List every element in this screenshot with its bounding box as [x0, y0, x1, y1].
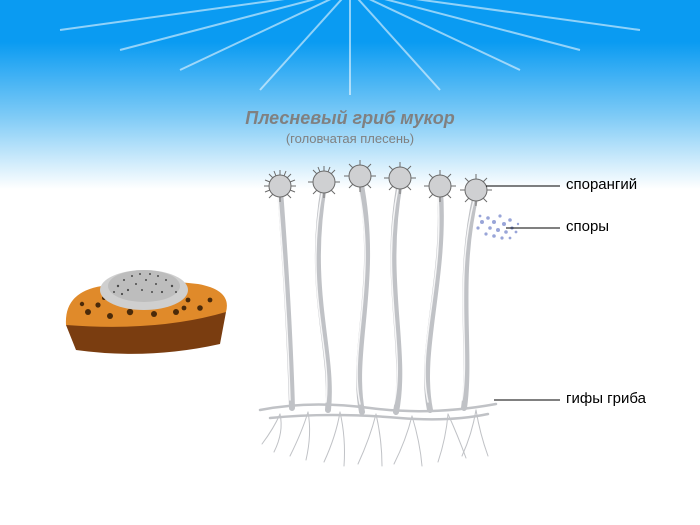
- fungus-diagram: [250, 160, 510, 470]
- sporangiophores: [278, 180, 476, 412]
- label-sporangium: спорангий: [566, 176, 637, 193]
- slide-background: Плесневый гриб мукор (головчатая плесень…: [0, 0, 700, 525]
- spore-cloud: [476, 214, 519, 239]
- label-spores: споры: [566, 218, 609, 235]
- title-sub: (головчатая плесень): [0, 131, 700, 146]
- title-block: Плесневый гриб мукор (головчатая плесень…: [0, 108, 700, 146]
- title-main: Плесневый гриб мукор: [0, 108, 700, 129]
- label-hyphae: гифы гриба: [566, 390, 646, 407]
- mold-patch: [100, 270, 188, 310]
- sporangia-group: [264, 160, 492, 206]
- hyphae-roots: [260, 404, 496, 466]
- bread-with-mold: [58, 250, 238, 370]
